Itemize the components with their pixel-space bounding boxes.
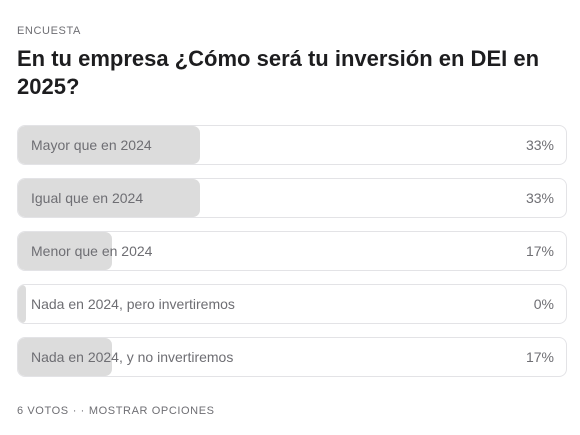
poll-option-mayor[interactable]: Mayor que en 2024 33% [17, 125, 567, 165]
poll-option-percent: 33% [525, 190, 554, 206]
poll-option-result-bar [18, 179, 200, 217]
poll-options: Mayor que en 2024 33% Igual que en 2024 … [17, 125, 567, 390]
poll-option-result-bar [18, 232, 112, 270]
poll-option-label: Igual que en 2024 [31, 190, 144, 206]
poll-option-result-bar [18, 338, 112, 376]
poll-option-label: Nada en 2024, y no invertiremos [31, 349, 234, 365]
poll-option-label: Menor que en 2024 [31, 243, 153, 259]
poll-option-percent: 33% [525, 137, 554, 153]
poll-kicker: ENCUESTA [17, 25, 81, 37]
poll-option-label: Mayor que en 2024 [31, 137, 152, 153]
poll-option-percent: 17% [525, 349, 554, 365]
footer-separator: · · [72, 405, 85, 417]
show-options-link[interactable]: MOSTRAR OPCIONES [88, 405, 215, 417]
poll-option-percent: 0% [533, 296, 554, 312]
poll-option-nada-no-invertiremos[interactable]: Nada en 2024, y no invertiremos 17% [17, 337, 567, 377]
poll-option-menor[interactable]: Menor que en 2024 17% [17, 231, 567, 271]
poll-option-label: Nada en 2024, pero invertiremos [31, 296, 235, 312]
poll-option-result-bar [18, 126, 200, 164]
poll-footer: 6 VOTOS · · MOSTRAR OPCIONES [17, 405, 215, 417]
poll-question: En tu empresa ¿Cómo será tu inversión en… [17, 46, 540, 99]
poll-option-result-bar [18, 285, 26, 323]
poll-option-igual[interactable]: Igual que en 2024 33% [17, 178, 567, 218]
poll-option-percent: 17% [525, 243, 554, 259]
poll-option-nada-pero-invertiremos[interactable]: Nada en 2024, pero invertiremos 0% [17, 284, 567, 324]
vote-count: 6 VOTOS [17, 405, 69, 417]
